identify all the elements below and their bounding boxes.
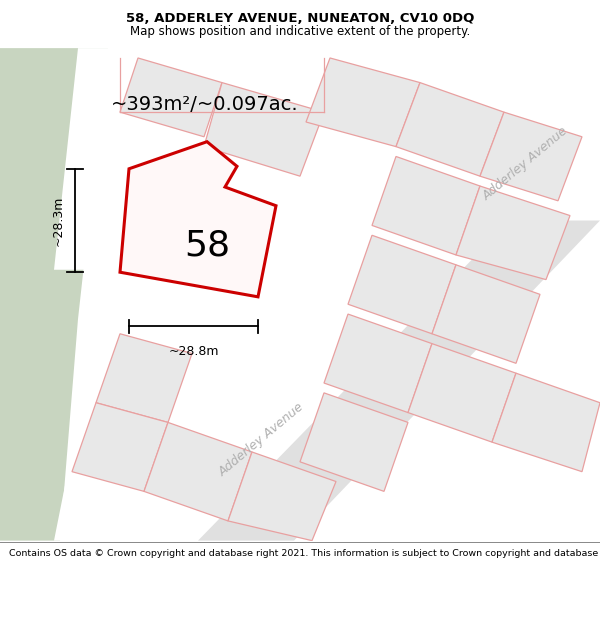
Text: ~28.3m: ~28.3m: [51, 195, 64, 246]
Polygon shape: [396, 82, 504, 176]
Text: 58: 58: [184, 228, 230, 262]
Polygon shape: [432, 265, 540, 363]
Polygon shape: [144, 422, 252, 521]
Text: ~28.8m: ~28.8m: [168, 345, 219, 358]
Polygon shape: [54, 48, 132, 270]
Polygon shape: [72, 402, 168, 491]
Text: ~393m²/~0.097ac.: ~393m²/~0.097ac.: [111, 95, 299, 114]
Polygon shape: [480, 112, 582, 201]
Polygon shape: [96, 334, 192, 422]
Text: 58, ADDERLEY AVENUE, NUNEATON, CV10 0DQ: 58, ADDERLEY AVENUE, NUNEATON, CV10 0DQ: [126, 12, 474, 25]
Text: Adderley Avenue: Adderley Avenue: [480, 124, 570, 203]
Polygon shape: [300, 393, 408, 491]
Text: Map shows position and indicative extent of the property.: Map shows position and indicative extent…: [130, 24, 470, 38]
Polygon shape: [198, 221, 600, 541]
Polygon shape: [324, 314, 432, 412]
Text: Adderley Avenue: Adderley Avenue: [216, 401, 306, 479]
Polygon shape: [0, 48, 108, 319]
Polygon shape: [408, 344, 516, 442]
Polygon shape: [120, 142, 276, 297]
Polygon shape: [204, 82, 324, 176]
Polygon shape: [348, 235, 456, 334]
Polygon shape: [372, 156, 480, 255]
Polygon shape: [54, 270, 132, 541]
Polygon shape: [0, 319, 78, 541]
Polygon shape: [228, 452, 336, 541]
Polygon shape: [456, 186, 570, 279]
Polygon shape: [306, 58, 420, 147]
Polygon shape: [120, 58, 222, 137]
Text: Contains OS data © Crown copyright and database right 2021. This information is : Contains OS data © Crown copyright and d…: [9, 549, 600, 558]
Polygon shape: [492, 373, 600, 472]
